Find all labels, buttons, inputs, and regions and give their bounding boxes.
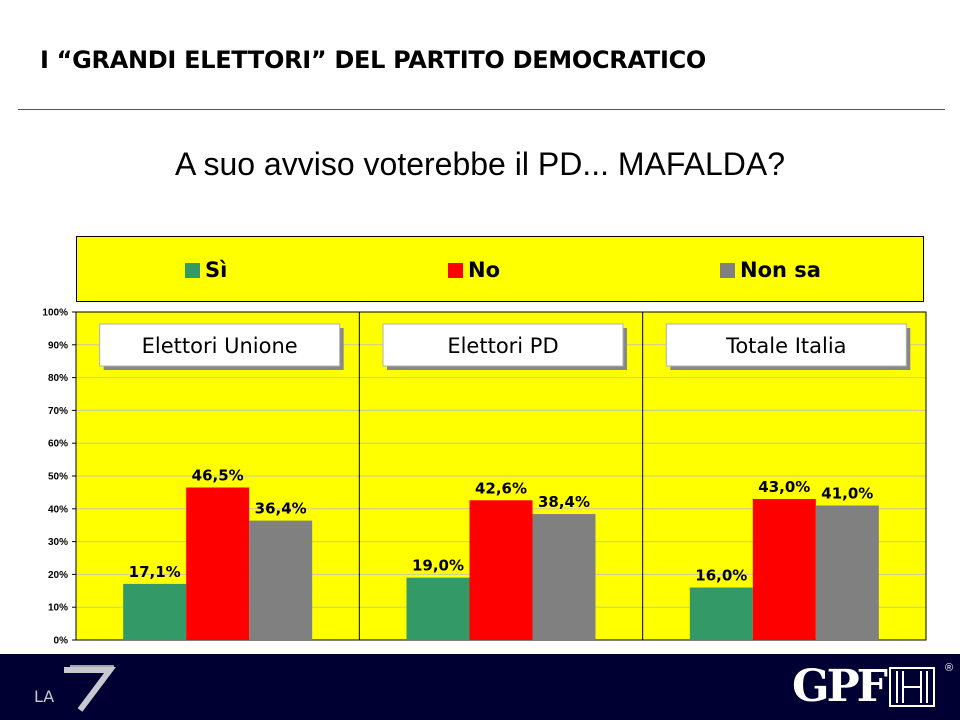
y-tick-label: 10% bbox=[48, 603, 68, 614]
data-label: 19,0% bbox=[412, 557, 464, 575]
registered-mark: ® bbox=[945, 662, 954, 674]
data-label: 42,6% bbox=[475, 479, 527, 497]
bar bbox=[249, 520, 313, 640]
data-label: 43,0% bbox=[758, 478, 810, 496]
data-label: 36,4% bbox=[255, 500, 307, 518]
y-tick-label: 30% bbox=[48, 537, 68, 548]
y-tick-label: 70% bbox=[48, 406, 68, 417]
legend-label-no: No bbox=[468, 258, 501, 282]
y-tick-label: 50% bbox=[48, 472, 68, 483]
legend-item-si: Sì bbox=[185, 258, 228, 282]
chart-question: A suo avviso voterebbe il PD... MAFALDA? bbox=[174, 146, 786, 182]
bar bbox=[532, 514, 596, 640]
legend-swatch-si bbox=[185, 262, 200, 278]
category-box bbox=[665, 323, 907, 367]
y-tick-label: 40% bbox=[48, 504, 68, 515]
bar bbox=[123, 583, 187, 640]
legend-swatch-nonsa bbox=[720, 262, 735, 278]
data-label: 46,5% bbox=[192, 466, 244, 484]
legend-swatch-no bbox=[448, 262, 463, 278]
chart-legend: Sì No Non sa bbox=[76, 236, 924, 302]
y-tick-label: 60% bbox=[48, 439, 68, 450]
gpf-logo-mark bbox=[888, 667, 935, 707]
legend-label-si: Sì bbox=[205, 258, 228, 282]
y-tick-label: 0% bbox=[54, 636, 69, 647]
bar bbox=[752, 498, 816, 640]
y-tick-label: 80% bbox=[48, 373, 68, 384]
data-label: 16,0% bbox=[695, 567, 747, 585]
gpf-logo-text: GPF bbox=[792, 661, 888, 712]
bar bbox=[689, 587, 753, 640]
category-label: Totale Italia bbox=[725, 334, 846, 358]
bar bbox=[406, 577, 470, 640]
y-tick-label: 20% bbox=[48, 570, 68, 581]
legend-label-nonsa: Non sa bbox=[740, 258, 821, 282]
y-tick-label: 100% bbox=[42, 308, 68, 319]
la7-logo: LA bbox=[34, 665, 116, 712]
data-label: 41,0% bbox=[821, 485, 873, 503]
category-label: Elettori PD bbox=[447, 334, 558, 358]
header-divider bbox=[18, 109, 945, 110]
bar bbox=[469, 500, 533, 640]
footer-bar bbox=[0, 654, 960, 720]
bar bbox=[186, 487, 250, 640]
gpf-logo: GPF bbox=[792, 665, 935, 709]
page-title: I “GRANDI ELETTORI” DEL PARTITO DEMOCRAT… bbox=[40, 46, 707, 74]
legend-item-nonsa: Non sa bbox=[720, 258, 821, 282]
data-label: 38,4% bbox=[538, 493, 590, 511]
category-label: Elettori Unione bbox=[142, 334, 298, 358]
category-box bbox=[382, 323, 624, 367]
data-label: 17,1% bbox=[129, 563, 181, 581]
category-box bbox=[99, 323, 341, 367]
y-tick-label: 90% bbox=[48, 340, 68, 351]
bar bbox=[815, 505, 879, 640]
legend-item-no: No bbox=[448, 258, 501, 282]
la7-logo-text: LA bbox=[34, 687, 54, 706]
